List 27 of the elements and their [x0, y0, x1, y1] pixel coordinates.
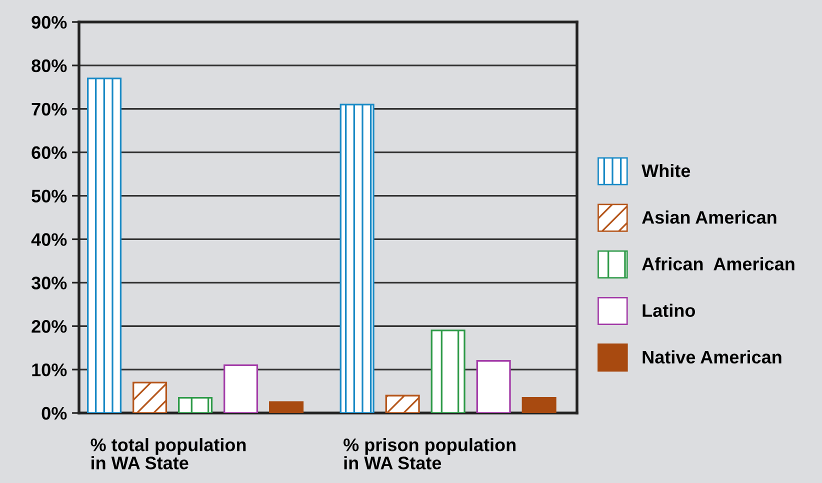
- x-tick-label: % total population in WA State: [90, 438, 246, 470]
- bar: [269, 401, 304, 413]
- bar: [476, 360, 511, 413]
- bar: [224, 364, 258, 413]
- legend-label: Asian American: [642, 210, 776, 224]
- legend-label: African American: [642, 257, 794, 270]
- bar: [132, 382, 168, 413]
- legend-label: Native American: [642, 350, 782, 364]
- bar: [522, 396, 556, 413]
- y-tick-label: 80%: [32, 59, 67, 72]
- y-tick-label: 0%: [42, 406, 67, 420]
- bar: [87, 78, 122, 413]
- y-tick-label: 20%: [32, 320, 67, 333]
- legend-label: Latino: [642, 304, 696, 317]
- y-tick-label: 50%: [32, 190, 67, 202]
- y-tick-label: 90%: [32, 16, 67, 29]
- y-tick-label: 40%: [31, 233, 67, 246]
- legend-label: White: [642, 164, 690, 178]
- x-tick-label: % prison population in WA State: [344, 438, 516, 470]
- bar: [385, 394, 420, 413]
- y-tick-label: 60%: [32, 146, 67, 160]
- y-tick-label: 70%: [32, 102, 67, 116]
- bar: [178, 396, 213, 413]
- y-tick-label: 30%: [31, 276, 67, 290]
- y-tick-label: 10%: [32, 363, 67, 376]
- bar: [340, 104, 374, 413]
- bar: [430, 330, 466, 413]
